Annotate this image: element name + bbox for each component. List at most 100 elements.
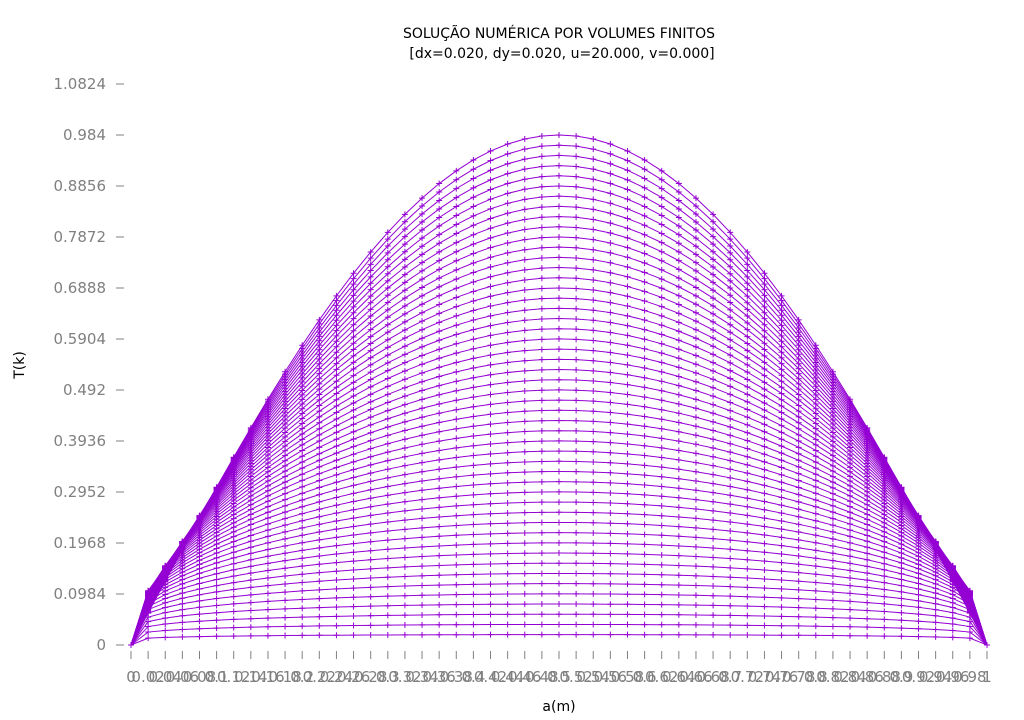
series-point [384,424,391,431]
series-point [795,477,802,484]
series-point [692,496,699,503]
series-point [247,532,254,539]
series-point [624,490,631,497]
series-point [538,143,545,150]
series-point [367,267,374,274]
series-point [230,566,237,573]
series-point [333,354,340,361]
series-point [401,287,408,294]
series-point [247,577,254,584]
series-point [538,326,545,333]
series-point [419,505,426,512]
series-point [487,215,494,222]
series-point [573,417,580,424]
series-point [898,595,905,602]
series-point [744,461,751,468]
series-point [487,490,494,497]
series-point [692,563,699,570]
x-tick-label: 1 [982,668,992,686]
series-point [624,234,631,241]
series-point [350,372,357,379]
series-point [573,265,580,272]
series-point [624,371,631,378]
series-point [864,516,871,523]
series-point [590,287,597,294]
series-point [538,539,545,546]
x-tick-label: 0.82 [816,668,849,686]
series-point [282,462,289,469]
series-point [299,623,306,630]
series-point [727,344,734,351]
series-point [727,564,734,571]
series-point [727,492,734,499]
series-point [658,581,665,588]
series-point [692,631,699,638]
series-point [778,384,785,391]
series-point [350,333,357,340]
series-point [436,533,443,540]
series-point [590,428,597,435]
series-point [145,609,152,616]
series-point [299,524,306,531]
series-point [521,166,528,173]
series-point [470,551,477,558]
series-point [727,518,734,525]
series-point [230,608,237,615]
series-point [556,274,562,281]
series-point [675,438,682,445]
series-point [624,500,631,507]
series-point [350,585,357,592]
series-point [624,470,631,477]
series-point [504,591,511,598]
series-point [453,522,460,529]
series-point [470,611,477,618]
series-point [692,487,699,494]
series-point [556,611,562,618]
series-point [384,631,391,638]
series-point [932,546,939,553]
series-point [453,581,460,588]
series-point [350,414,357,421]
series-point [590,590,597,597]
series-point [504,601,511,608]
series-point [504,289,511,296]
x-tick-label: 0.14 [234,668,267,686]
series-point [590,398,597,405]
series-point [761,352,768,359]
series-point [538,519,545,526]
series-point [487,283,494,290]
series-point [590,580,597,587]
series-point [350,575,357,582]
series-point [333,396,340,403]
series-point [470,231,477,238]
series-point [710,211,717,218]
series-point [847,582,854,589]
series-point [778,416,785,423]
series-point [521,621,528,628]
series-point [316,386,323,393]
series-point [761,515,768,522]
series-point [453,203,460,210]
series-point [436,355,443,362]
x-tick-label: 0.4 [461,668,485,686]
series-point [316,484,323,491]
series-point [487,581,494,588]
series-point [744,286,751,293]
series-point [436,337,443,344]
series-point [521,307,528,314]
series-point [607,220,614,227]
series-point [230,633,237,640]
series-point [384,249,391,256]
series-point [299,510,306,517]
series-point [350,292,357,299]
series-point [419,450,426,457]
series-point [590,519,597,526]
series-point [812,596,819,603]
series-point [641,250,648,257]
series-point [761,414,768,421]
series-point [710,248,717,255]
series-point [573,580,580,587]
series-point [675,364,682,371]
series-point [692,378,699,385]
series-point [590,509,597,516]
